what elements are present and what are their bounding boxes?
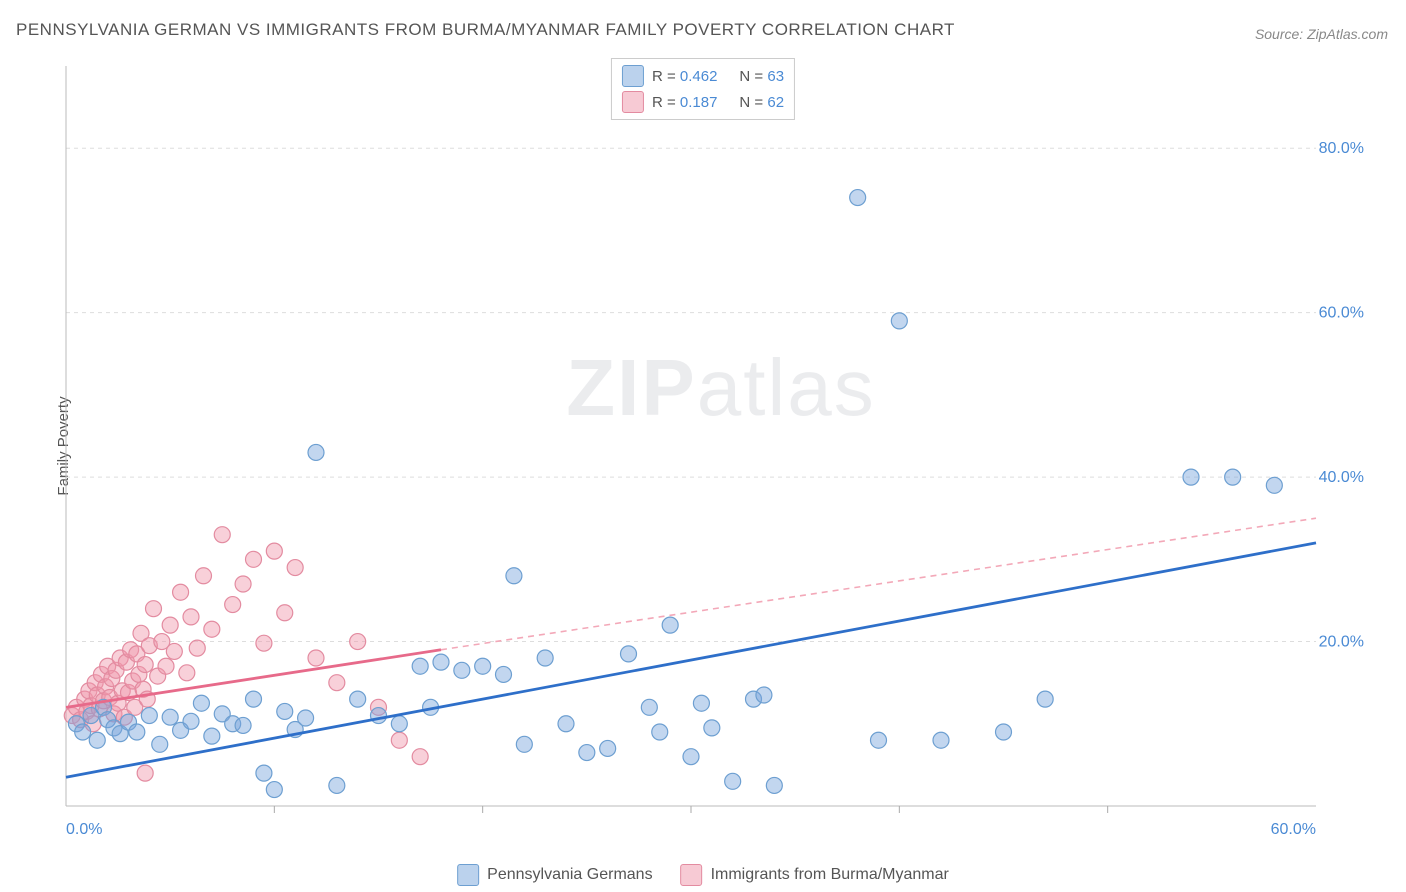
legend-stats: R = 0.462 N = 63 R = 0.187 N = 62 [611, 58, 795, 120]
legend-stat-row: R = 0.462 N = 63 [622, 63, 784, 89]
svg-text:80.0%: 80.0% [1319, 140, 1364, 157]
n-label: N = 63 [739, 68, 784, 85]
legend-series: Pennsylvania Germans Immigrants from Burm… [457, 864, 949, 886]
legend-label: Pennsylvania Germans [487, 866, 652, 884]
svg-text:20.0%: 20.0% [1319, 634, 1364, 651]
n-value: 63 [767, 68, 784, 85]
legend-series-item: Immigrants from Burma/Myanmar [681, 864, 949, 886]
chart-area: 20.0%40.0%60.0%80.0%0.0%60.0% ZIPatlas [56, 56, 1386, 846]
legend-label: Immigrants from Burma/Myanmar [711, 866, 949, 884]
legend-series-item: Pennsylvania Germans [457, 864, 652, 886]
svg-text:0.0%: 0.0% [66, 821, 102, 838]
legend-swatch [622, 65, 644, 87]
svg-text:60.0%: 60.0% [1271, 821, 1316, 838]
svg-text:60.0%: 60.0% [1319, 305, 1364, 322]
legend-swatch [457, 864, 479, 886]
r-value: 0.462 [680, 68, 718, 85]
n-value: 62 [767, 94, 784, 111]
scatter-plot: 20.0% 40.0% 60.0% 80.0% 0.0% 60.0% [56, 56, 1386, 846]
r-value: 0.187 [680, 94, 718, 111]
r-label: R = 0.187 [652, 94, 717, 111]
legend-swatch [681, 864, 703, 886]
source-label: Source: ZipAtlas.com [1255, 26, 1388, 42]
svg-text:40.0%: 40.0% [1319, 469, 1364, 486]
legend-stat-row: R = 0.187 N = 62 [622, 89, 784, 115]
n-label: N = 62 [739, 94, 784, 111]
r-label: R = 0.462 [652, 68, 717, 85]
legend-swatch [622, 91, 644, 113]
chart-title: PENNSYLVANIA GERMAN VS IMMIGRANTS FROM B… [16, 20, 955, 40]
